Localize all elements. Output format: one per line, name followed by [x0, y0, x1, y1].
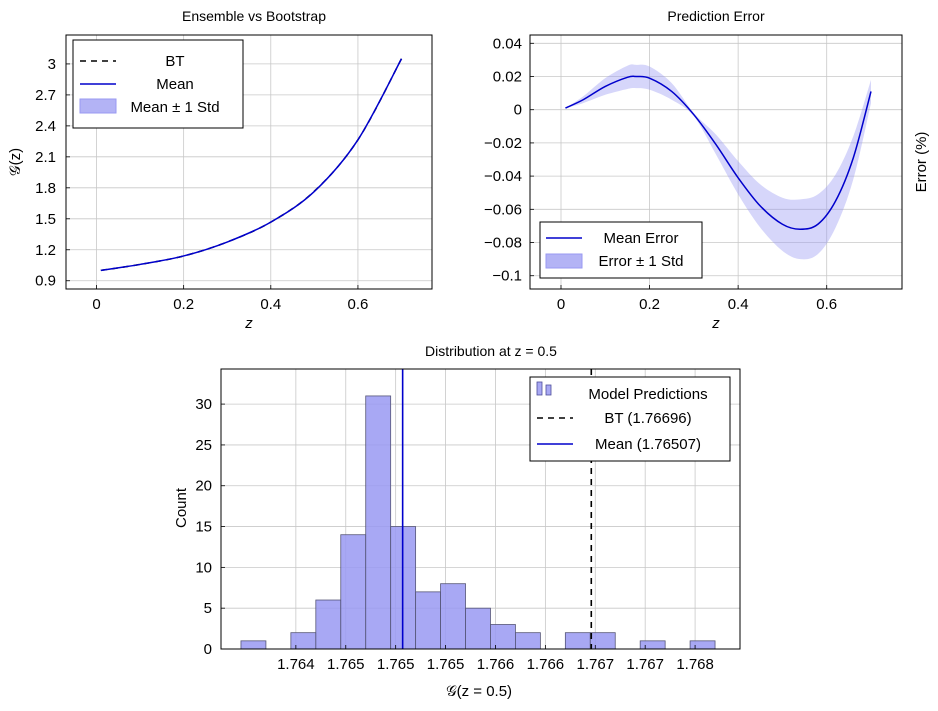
- histogram-bar: [315, 599, 342, 649]
- x-tick-label: 0.2: [173, 296, 194, 313]
- x-axis-label: 𝒢(z = 0.5): [446, 683, 512, 700]
- legend-box: [539, 221, 703, 279]
- histogram-bar: [490, 624, 516, 649]
- y-tick-label: 1.5: [35, 211, 56, 228]
- x-tick-label: 1.765: [327, 656, 365, 673]
- plot-frame: [65, 34, 433, 290]
- y-tick-label: 10: [195, 559, 212, 576]
- x-tick-label: 1.768: [676, 656, 714, 673]
- y-tick-label: 1.2: [35, 242, 56, 259]
- legend-label-std-band: Mean ± 1 Std: [130, 99, 219, 116]
- histogram-bar: [415, 591, 441, 649]
- chart-title: Prediction Error: [667, 8, 765, 24]
- series-line-mean: [100, 58, 403, 272]
- plot-data: [565, 64, 872, 260]
- y-tick-label: 2.7: [35, 87, 56, 104]
- y-tick-label: 20: [195, 478, 212, 495]
- y-tick-label: 2.4: [35, 118, 56, 135]
- x-axis-label: z: [244, 315, 253, 332]
- y-tick-label: −0.06: [484, 201, 522, 218]
- legend: Model Predictions BT (1.76696) Mean (1.7…: [529, 376, 731, 462]
- y-tick-label: 0.04: [493, 35, 522, 52]
- x-tick-label: 0: [92, 296, 100, 313]
- legend-label-bt: BT: [165, 53, 184, 70]
- legend-key-std-band: [79, 98, 117, 114]
- x-tick-label: 0.4: [260, 296, 281, 313]
- x-tick-label: 1.765: [377, 656, 415, 673]
- plot-frame: [529, 34, 903, 290]
- x-tick-label: 1.767: [577, 656, 615, 673]
- y-tick-label: 1.8: [35, 180, 56, 197]
- histogram-bar: [589, 632, 616, 649]
- chart-title: Distribution at z = 0.5: [425, 343, 557, 359]
- y-tick-label: 2.1: [35, 149, 56, 166]
- legend-key-bar-1: [536, 381, 543, 396]
- legend-label-mean-error: Mean Error: [603, 230, 678, 247]
- x-tick-label: 0.4: [728, 296, 749, 313]
- histogram-bar: [639, 640, 666, 649]
- x-tick-label: 0.6: [347, 296, 368, 313]
- chart-ensemble-vs-bootstrap: Ensemble vs Bootstrap 0 0.2 0.4 0.6 0.9 1.2 1.…: [7, 8, 433, 332]
- y-tick-label: 3: [48, 56, 56, 73]
- legend-label-error-band: Error ± 1 Std: [599, 253, 684, 270]
- chart-prediction-error: Prediction Error 0 0.2 0.4 0.6 0.04 0.02 0 −0.0…: [484, 8, 930, 332]
- histogram-bar: [689, 640, 716, 649]
- plot-data: [100, 58, 403, 272]
- axis-ticks: 1.764 1.765 1.765 1.765 1.766 1.766 1.767 1.767…: [195, 396, 714, 673]
- plot-frame: [220, 368, 741, 650]
- x-tick-label: 1.765: [427, 656, 465, 673]
- legend-label-mean: Mean (1.76507): [595, 436, 701, 453]
- chart-distribution: Distribution at z = 0.5 1.764 1.765 1.765 1…: [173, 343, 741, 700]
- y-tick-label: −0.1: [492, 268, 522, 285]
- y-tick-label: 0: [514, 102, 522, 119]
- chart-title: Ensemble vs Bootstrap: [182, 8, 326, 24]
- histogram-bar: [240, 640, 267, 649]
- axis-ticks: 0 0.2 0.4 0.6 0.04 0.02 0 −0.02 −0.04 −0.06 −0.08 −…: [484, 35, 837, 313]
- x-tick-label: 1.766: [477, 656, 515, 673]
- y-tick-label: 30: [195, 396, 212, 413]
- histogram-bar: [564, 632, 591, 649]
- y-tick-label: 25: [195, 437, 212, 454]
- y-tick-label: −0.08: [484, 235, 522, 252]
- x-tick-label: 1.766: [527, 656, 565, 673]
- y-tick-label: 5: [204, 600, 212, 617]
- x-tick-label: 0: [557, 296, 565, 313]
- histogram-bar: [515, 632, 541, 649]
- y-tick-label: 0.02: [493, 69, 522, 86]
- y-tick-label: 15: [195, 519, 212, 536]
- y-tick-label: 0.9: [35, 273, 56, 290]
- legend-label-model-predictions: Model Predictions: [588, 386, 707, 403]
- series-line-mean-error: [565, 75, 872, 230]
- std-band: [565, 64, 871, 260]
- histogram-bar: [340, 534, 367, 649]
- plot-data: [240, 369, 716, 649]
- y-axis-label: Count: [173, 487, 190, 528]
- y-tick-label: −0.04: [484, 168, 522, 185]
- legend-key-error-band: [545, 253, 583, 269]
- histogram-bar: [365, 395, 392, 649]
- x-tick-label: 1.767: [626, 656, 664, 673]
- legend-label-mean: Mean: [156, 76, 194, 93]
- histogram-bar: [290, 632, 317, 649]
- y-axis-label: 𝒢(z): [7, 148, 24, 176]
- x-axis-label: z: [711, 315, 720, 332]
- legend: Mean Error Error ± 1 Std: [539, 221, 703, 279]
- x-tick-label: 0.6: [816, 296, 837, 313]
- legend-label-bt: BT (1.76696): [604, 410, 691, 427]
- legend-key-bar-2: [545, 384, 552, 396]
- legend-box: [529, 376, 731, 462]
- y-tick-label: 0: [204, 641, 212, 658]
- axis-ticks: 0 0.2 0.4 0.6 0.9 1.2 1.5 1.8 2.1 2.4 2.7 3: [35, 56, 368, 313]
- y-axis-label: Error (%): [913, 132, 930, 193]
- histogram-bar: [440, 583, 466, 649]
- x-tick-label: 0.2: [639, 296, 660, 313]
- x-tick-label: 1.764: [277, 656, 315, 673]
- legend: BT Mean Mean ± 1 Std: [72, 39, 244, 129]
- y-tick-label: −0.02: [484, 135, 522, 152]
- histogram-bar: [465, 607, 491, 649]
